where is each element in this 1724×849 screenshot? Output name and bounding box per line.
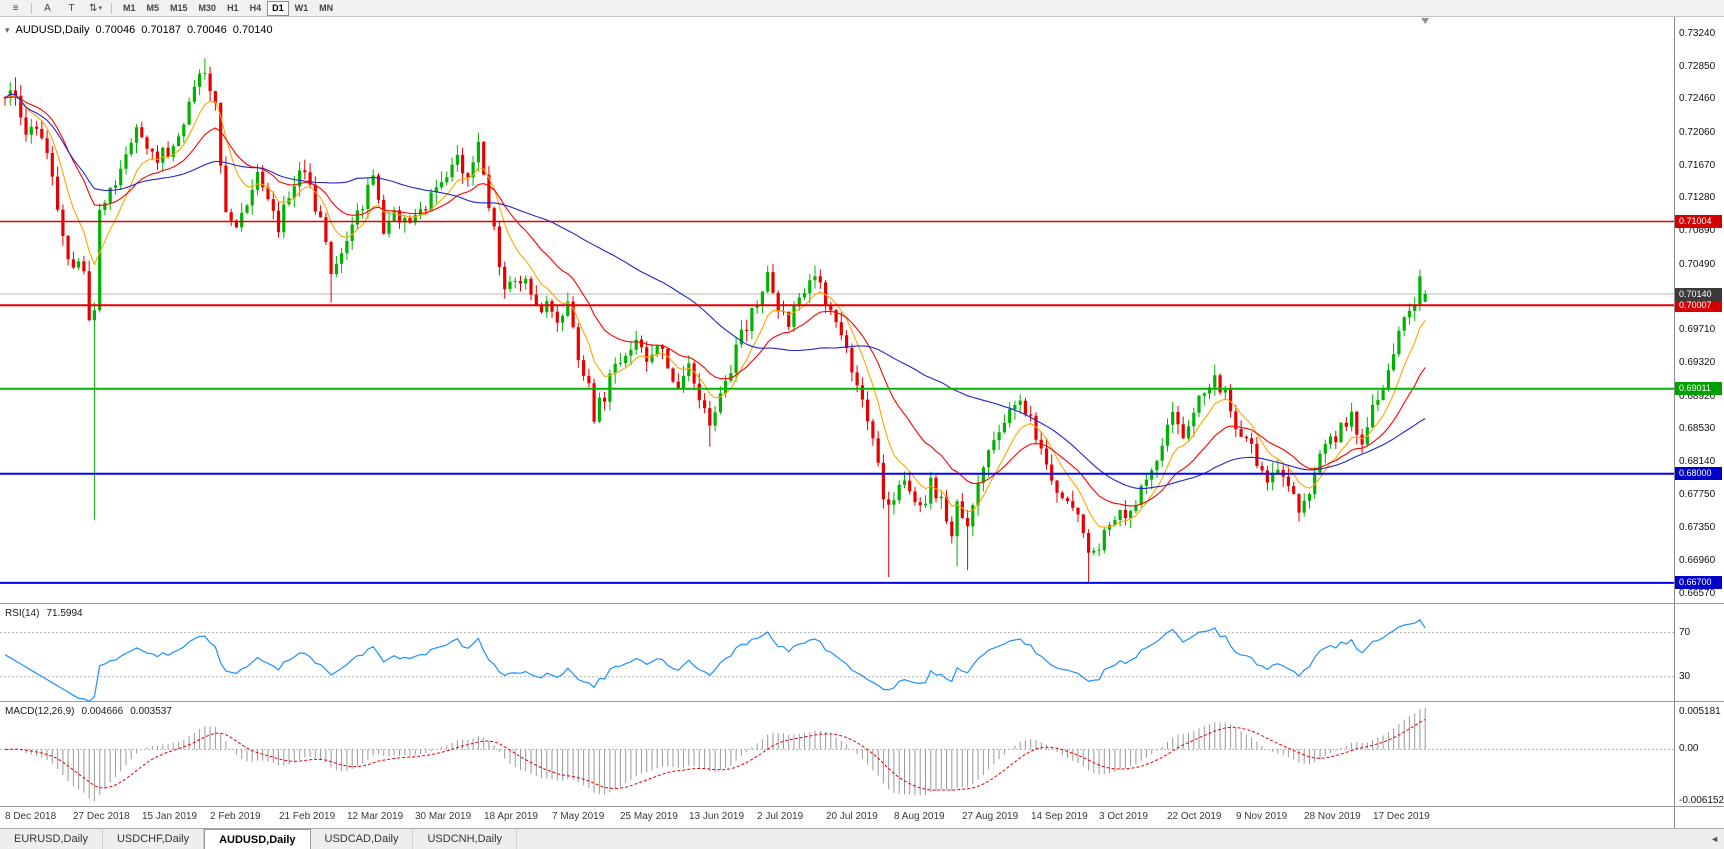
timeframe-m1-button[interactable]: M1 [123,2,136,13]
ohlc-high: 0.70187 [141,24,182,36]
cursor-a-button[interactable]: A [44,2,51,14]
date-axis-label: 8 Dec 2018 [5,811,57,822]
timeframe-m5-button[interactable]: M5 [146,2,160,13]
ohlc-open: 0.70046 [95,24,136,36]
rsi-level-label: 30 [1679,670,1691,682]
current-price-badge: 0.70140 [1675,287,1722,301]
chart-tab-bar: EURUSD,Daily USDCHF,Daily AUDUSD,Daily USDC… [0,828,1724,849]
price-axis-label: 0.72460 [1679,93,1716,105]
price-level-badge: 0.70007 [1675,298,1722,312]
date-axis-label: 15 Jan 2019 [142,811,198,822]
main-price-panel[interactable] [0,58,1674,584]
price-axis-label: 0.68530 [1679,423,1716,435]
macd-axis-top-label: 0.005181 [1679,706,1721,717]
price-axis-label: 0.71670 [1679,159,1716,171]
ohlc-close: 0.70140 [232,24,273,36]
price-axis[interactable]: 0.73240 0.72850 0.72460 0.72060 0.71670 0.712… [1674,0,1724,828]
date-axis-label: 17 Dec 2019 [1373,811,1430,822]
chart-shift-marker[interactable] [1421,18,1430,24]
tab-eurusd[interactable]: EURUSD,Daily [0,829,103,849]
tab-usdchf[interactable]: USDCHF,Daily [103,829,205,849]
chart-tabs: EURUSD,Daily USDCHF,Daily AUDUSD,Daily USDC… [0,829,518,849]
rsi-value: 71.5994 [46,608,83,619]
rsi-panel[interactable] [0,618,1674,701]
date-axis-label: 18 Apr 2019 [484,811,538,822]
price-axis-label: 0.73240 [1679,27,1716,39]
timeframe-group: M1 M5 M15 M30 H1 H4 D1 W1 MN [118,0,338,16]
price-axis-label: 0.66960 [1679,555,1716,566]
timeframe-h1-button[interactable]: H1 [227,2,239,13]
date-axis-label: 30 Mar 2019 [415,811,472,822]
rsi-level-label: 70 [1679,626,1691,638]
tab-usdcad[interactable]: USDCAD,Daily [311,829,414,849]
rsi-indicator-label: RSI(14) 71.5994 [5,608,83,619]
timeframe-m15-button[interactable]: M15 [170,2,188,13]
price-level-badge: 0.71004 [1675,215,1722,228]
date-axis-label: 8 Aug 2019 [894,811,945,822]
date-axis-label: 7 May 2019 [552,811,605,822]
date-axis[interactable]: 8 Dec 2018 27 Dec 2018 15 Jan 2019 2 Feb 20… [0,806,1674,828]
price-level-badge: 0.69011 [1675,382,1722,396]
chart-dropdown-icon[interactable]: ▾ [5,24,10,35]
symbol-period-label: AUDUSD,Daily [15,24,90,36]
price-axis-label: 0.66570 [1679,587,1716,599]
date-axis-label: 2 Feb 2019 [210,811,261,822]
hamburger-menu-icon[interactable]: ≡ [12,2,19,14]
timeframe-mn-button[interactable]: MN [319,2,334,13]
toolbar-separator [31,2,32,14]
price-axis-label: 0.67350 [1679,522,1716,534]
date-axis-label: 21 Feb 2019 [279,811,336,822]
price-axis-label: 0.72850 [1679,60,1716,72]
timeframe-w1-button[interactable]: W1 [294,2,309,13]
top-toolbar: ≡ A T ⇅ ▾ M1 M5 M15 M30 H1 H4 D1 W1 MN [0,0,1724,17]
price-axis-label: 0.69320 [1679,356,1716,368]
price-axis-label: 0.69710 [1679,324,1716,336]
timeframe-m30-button[interactable]: M30 [198,2,217,13]
price-axis-label: 0.67750 [1679,488,1716,500]
tab-usdcnh[interactable]: USDCNH,Daily [413,829,518,849]
price-axis-label: 0.68140 [1679,456,1716,467]
rsi-name: RSI(14) [5,608,40,619]
ohlc-low: 0.70046 [187,24,227,36]
date-axis-label: 3 Oct 2019 [1099,811,1148,822]
macd-indicator-label: MACD(12,26,9) 0.004666 0.003537 [5,706,172,717]
date-axis-label: 28 Nov 2019 [1304,811,1361,822]
date-axis-label: 14 Sep 2019 [1031,811,1088,822]
date-axis-label: 25 May 2019 [620,811,678,822]
macd-value-signal: 0.003537 [130,706,172,717]
chevron-down-icon: ▾ [98,5,102,12]
timeframe-h4-button[interactable]: H4 [249,2,262,13]
date-axis-label: 12 Mar 2019 [347,811,404,822]
date-axis-label: 13 Jun 2019 [689,811,745,822]
tab-audusd[interactable]: AUDUSD,Daily [204,829,311,849]
macd-name: MACD(12,26,9) [5,706,75,717]
price-axis-label: 0.70890 [1679,225,1716,237]
macd-axis-zero-label: 0.00 [1679,743,1699,755]
timeframe-d1-button[interactable]: D1 [267,0,289,16]
price-level-badge: 0.66700 [1675,576,1722,590]
price-axis-label: 0.70490 [1679,258,1716,270]
toolbar-separator [111,2,112,14]
date-axis-label: 20 Jul 2019 [826,811,878,822]
date-axis-label: 27 Aug 2019 [962,811,1019,822]
macd-panel[interactable] [0,707,1674,802]
price-level-badge: 0.68000 [1675,467,1722,481]
sort-arrows-icon: ⇅ [89,2,98,14]
chart-title: ▾ AUDUSD,Daily 0.70046 0.70187 0.70046 0… [5,24,273,36]
macd-axis-bottom-label: -0.006152 [1679,795,1724,806]
price-axis-label: 0.72060 [1679,126,1716,138]
price-axis-label: 0.68920 [1679,390,1716,402]
price-axis-label: 0.71280 [1679,192,1716,204]
tab-scroll-left-icon[interactable]: ◄ [1710,834,1719,844]
date-axis-label: 27 Dec 2018 [73,811,130,822]
macd-value-main: 0.004666 [81,706,124,717]
date-axis-label: 9 Nov 2019 [1236,811,1288,822]
text-tool-button[interactable]: T [68,2,75,14]
date-axis-label: 2 Jul 2019 [757,811,804,822]
date-axis-label: 22 Oct 2019 [1167,811,1222,822]
arrange-charts-button[interactable]: ⇅ ▾ [84,1,107,16]
